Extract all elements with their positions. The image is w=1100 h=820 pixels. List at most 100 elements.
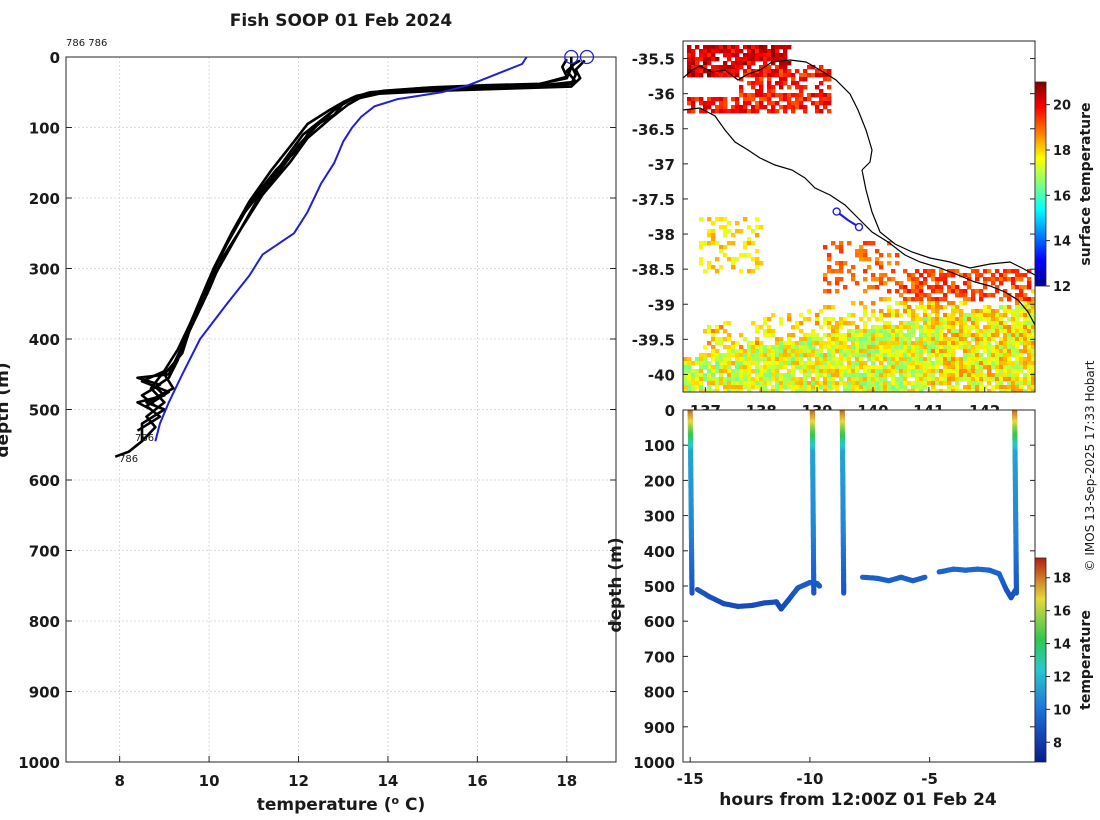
sst-cell <box>751 105 756 110</box>
sst-cell <box>835 373 840 378</box>
sst-cell <box>895 341 900 346</box>
sst-cell <box>859 385 864 390</box>
sst-cell <box>851 349 856 354</box>
sst-cell <box>955 345 960 350</box>
sst-cell <box>863 249 868 254</box>
sst-cell <box>999 389 1004 392</box>
sst-cell <box>719 341 724 346</box>
sst-cell <box>1019 277 1024 282</box>
sst-cell <box>1003 273 1008 278</box>
sst-cell <box>815 369 820 374</box>
sst-cell <box>715 217 720 222</box>
sst-cell <box>1003 305 1008 310</box>
sst-cell <box>783 109 788 114</box>
sst-cell <box>963 373 968 378</box>
sst-cell <box>1027 297 1032 302</box>
sst-cell <box>967 377 972 382</box>
sst-cell <box>867 365 872 370</box>
sst-cell <box>967 361 972 366</box>
sst-cell <box>1007 377 1012 382</box>
sst-cell <box>927 293 932 298</box>
sst-cell <box>827 357 832 362</box>
sst-cell <box>851 389 856 392</box>
sst-cell <box>703 361 708 366</box>
sst-cell <box>967 333 972 338</box>
sst-cell <box>799 321 804 326</box>
sst-cell <box>823 381 828 386</box>
sst-cell <box>1007 325 1012 330</box>
sst-cell <box>999 345 1004 350</box>
sst-cell <box>903 361 908 366</box>
sst-cell <box>875 353 880 358</box>
sst-cell <box>743 57 748 62</box>
sst-cell <box>803 345 808 350</box>
sst-cell <box>1023 381 1028 386</box>
sst-cell <box>963 353 968 358</box>
sst-cell <box>771 57 776 62</box>
profile-x-axis-label: temperature (o C) <box>257 794 426 815</box>
sst-cell <box>867 337 872 342</box>
sst-cell <box>927 329 932 334</box>
sst-cell <box>739 65 744 70</box>
sst-cell <box>987 293 992 298</box>
sst-cell <box>755 257 760 262</box>
sst-cell <box>919 365 924 370</box>
sst-cell <box>991 321 996 326</box>
sst-cell <box>923 333 928 338</box>
sst-cell <box>699 389 704 392</box>
sst-cell <box>943 353 948 358</box>
sst-cell <box>791 77 796 82</box>
sst-cell <box>823 345 828 350</box>
sst-cell <box>755 325 760 330</box>
sst-cell <box>823 385 828 390</box>
sst-cell <box>755 101 760 106</box>
sst-cell <box>875 329 880 334</box>
sst-cell <box>727 109 732 114</box>
sst-cell <box>839 341 844 346</box>
sst-cell <box>915 293 920 298</box>
sst-cell <box>1023 373 1028 378</box>
sst-cell <box>771 61 776 66</box>
sst-cell <box>871 365 876 370</box>
sst-cell <box>923 305 928 310</box>
sst-cell <box>971 297 976 302</box>
sst-cell <box>995 289 1000 294</box>
sst-cell <box>891 329 896 334</box>
sst-cell <box>835 261 840 266</box>
sst-cell <box>1015 313 1020 318</box>
sst-cell <box>895 361 900 366</box>
sst-cell <box>979 381 984 386</box>
sst-cell <box>939 373 944 378</box>
sst-cell <box>1015 321 1020 326</box>
sst-cell <box>1003 277 1008 282</box>
sst-cell <box>927 269 932 274</box>
top-station-label: 786 786 <box>66 38 107 49</box>
sst-cell <box>939 369 944 374</box>
sst-cell <box>723 53 728 58</box>
sst-cell <box>767 333 772 338</box>
sst-cell <box>955 361 960 366</box>
sst-cell <box>911 273 916 278</box>
sst-cell <box>711 57 716 62</box>
sst-cell <box>787 73 792 78</box>
sst-cell <box>731 53 736 58</box>
sst-cell <box>1027 341 1032 346</box>
sst-cell <box>991 293 996 298</box>
bottom-station-label-2: 786 <box>119 454 138 465</box>
sst-cell <box>939 277 944 282</box>
sst-cell <box>775 337 780 342</box>
sst-cell <box>1019 313 1024 318</box>
sst-cell <box>851 345 856 350</box>
sst-cell <box>1027 389 1032 392</box>
sst-cell <box>927 333 932 338</box>
sst-cell <box>835 245 840 250</box>
sst-cell <box>1007 385 1012 390</box>
sst-colorbar-tick-label: 18 <box>1053 144 1071 159</box>
sst-cell <box>959 273 964 278</box>
sst-cell <box>747 65 752 70</box>
sst-cell <box>695 361 700 366</box>
sst-cell <box>911 357 916 362</box>
sst-cell <box>971 377 976 382</box>
sst-cell <box>719 109 724 114</box>
sst-cell <box>963 281 968 286</box>
